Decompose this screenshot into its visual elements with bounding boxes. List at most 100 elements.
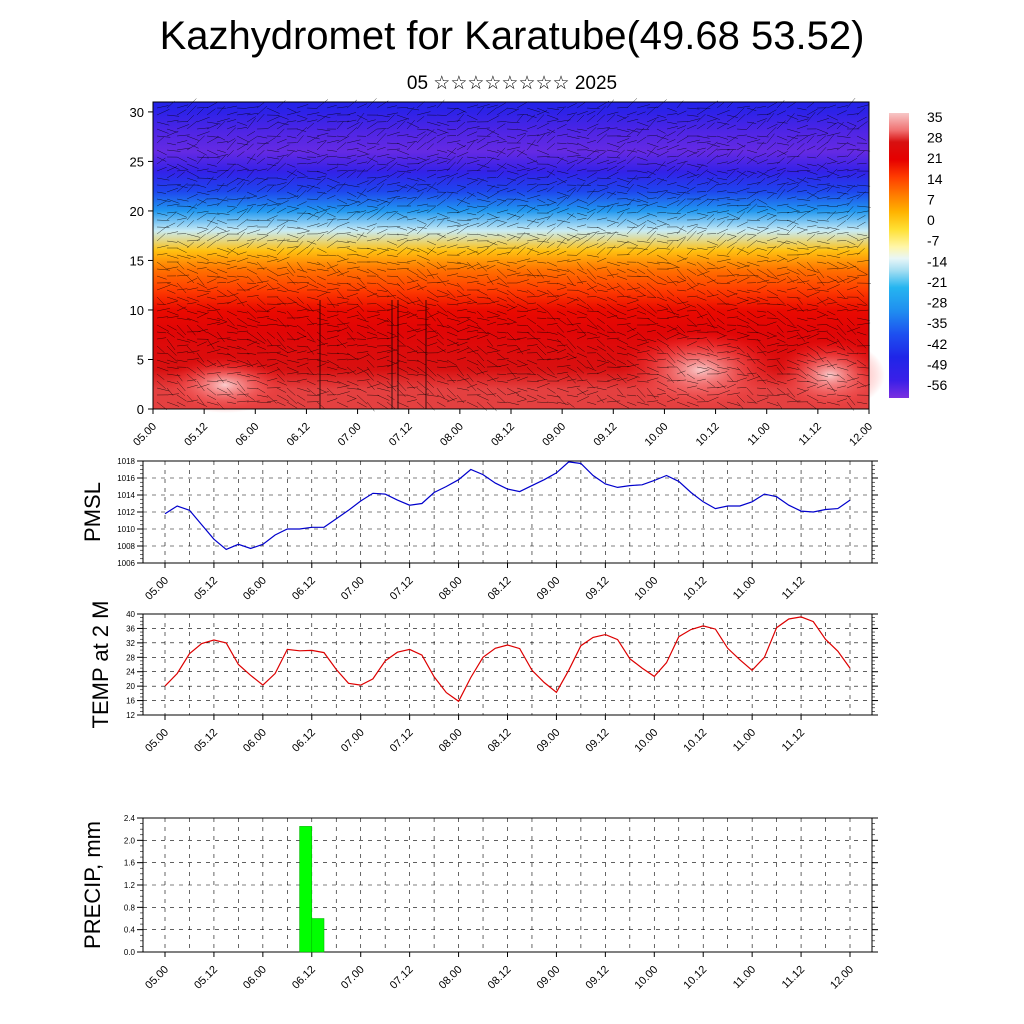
wind-barb	[236, 296, 245, 307]
wind-barb	[786, 257, 799, 263]
wind-barb	[696, 387, 709, 393]
wind-barb	[316, 338, 326, 346]
wind-barb	[646, 394, 660, 398]
wind-barb	[466, 140, 475, 151]
wind-barb	[846, 286, 859, 291]
wind-barb	[466, 114, 478, 121]
wind-barb	[756, 338, 766, 349]
wind-barb	[156, 308, 171, 312]
wind-barb	[156, 380, 166, 389]
wind-barb	[336, 198, 348, 205]
wind-barb	[346, 324, 354, 333]
wind-barb	[456, 107, 467, 113]
wind-barb	[436, 289, 450, 296]
wind-barb	[506, 303, 516, 309]
wind-barb	[556, 259, 570, 263]
wind-barb	[336, 301, 349, 305]
wind-barb	[276, 380, 287, 386]
wind-barb	[606, 377, 620, 382]
wind-barb	[746, 107, 757, 111]
wind-barb	[406, 324, 418, 333]
wind-barb	[186, 350, 200, 354]
wind-barb	[216, 321, 227, 326]
wind-barb	[266, 116, 280, 123]
y-tick-label: 40	[126, 610, 135, 619]
wind-barb	[536, 401, 548, 403]
wind-barb	[416, 268, 428, 279]
wind-barb	[686, 179, 695, 186]
wind-barb	[706, 170, 718, 177]
wind-barb	[176, 217, 187, 221]
wind-barb	[406, 177, 419, 182]
wind-barb	[446, 224, 461, 228]
wind-barb	[426, 143, 434, 151]
wind-barb	[616, 261, 630, 265]
wind-barb	[396, 233, 409, 236]
wind-barb	[256, 203, 268, 214]
wind-barb	[316, 191, 326, 200]
wind-barb	[166, 366, 179, 369]
wind-barb	[546, 114, 559, 120]
wind-barb	[456, 378, 469, 382]
wind-barb	[366, 366, 375, 377]
wind-barb	[586, 268, 597, 280]
wind-barb	[166, 163, 180, 170]
wind-barb	[276, 128, 285, 137]
wind-barb	[716, 182, 727, 186]
wind-barb	[646, 303, 657, 314]
wind-barb	[486, 350, 501, 354]
wind-barb	[526, 260, 538, 263]
wind-barb	[776, 151, 788, 158]
wind-barb	[516, 399, 527, 403]
wind-barb	[336, 218, 349, 221]
warm-spot	[620, 330, 780, 410]
wind-barb	[686, 174, 700, 179]
wind-barb	[596, 114, 605, 123]
wind-barb	[406, 300, 420, 305]
wind-barb	[726, 233, 737, 237]
wind-barb	[546, 401, 559, 404]
wind-barb	[546, 350, 558, 354]
wind-barb	[676, 150, 688, 158]
wind-barb	[346, 261, 357, 264]
wind-barb	[676, 110, 687, 116]
wind-barb	[556, 237, 566, 249]
wind-barb	[836, 203, 849, 207]
wind-barb	[606, 191, 616, 200]
wind-barb	[436, 132, 447, 137]
wind-barb	[746, 401, 758, 404]
wind-barb	[226, 394, 237, 400]
wind-barb	[646, 282, 657, 291]
wind-barb	[246, 282, 257, 285]
wind-barb	[536, 250, 550, 256]
wind-barb	[506, 289, 518, 299]
wind-barb	[346, 191, 357, 198]
wind-barb	[666, 359, 675, 367]
wind-barb	[736, 170, 746, 179]
wind-barb	[256, 285, 268, 291]
wind-barb	[256, 185, 267, 193]
wind-barb	[466, 335, 479, 340]
wind-barb	[836, 394, 851, 397]
x-tick-label: 05.12	[192, 964, 220, 992]
wind-barb	[516, 132, 527, 137]
wind-barb	[776, 393, 790, 396]
wind-barb	[346, 148, 359, 151]
wind-barb	[736, 345, 745, 354]
wind-barb	[766, 387, 774, 396]
wind-barb	[546, 310, 556, 321]
wind-barb	[386, 394, 395, 401]
wind-barb	[576, 168, 587, 172]
x-tick-label: 06.00	[241, 575, 269, 603]
wind-barb	[576, 156, 591, 160]
wind-barb	[596, 105, 606, 116]
wind-barb	[766, 167, 777, 172]
wind-barb	[486, 315, 499, 319]
wind-barb	[526, 247, 540, 253]
wind-barb	[266, 303, 281, 305]
wind-barb	[416, 209, 429, 214]
wind-barb	[526, 387, 539, 392]
wind-barb	[356, 142, 366, 147]
wind-barb	[616, 310, 627, 316]
